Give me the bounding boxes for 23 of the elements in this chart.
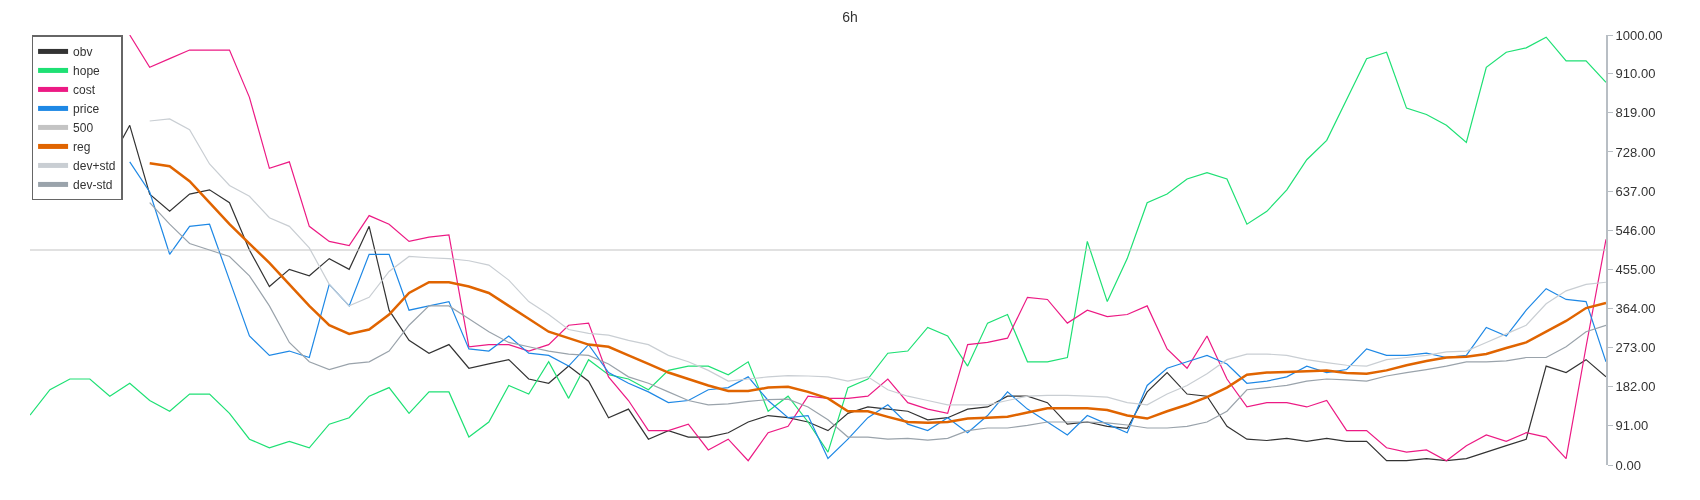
chart-title: 6h xyxy=(842,9,858,26)
y-tick-label: 819.00 xyxy=(1615,105,1656,121)
y-tick-label: 1000.00 xyxy=(1615,27,1663,43)
y-tick-label: 273.00 xyxy=(1615,340,1656,356)
y-tick-label: 455.00 xyxy=(1615,261,1656,277)
line-series xyxy=(149,202,1606,441)
legend-label: cost xyxy=(73,83,96,98)
y-tick-label: 91.00 xyxy=(1615,418,1649,434)
y-tick-label: 728.00 xyxy=(1615,144,1656,160)
y-tick-label: 364.00 xyxy=(1615,301,1656,317)
y-tick-label: 546.00 xyxy=(1615,222,1656,238)
legend-label: dev-std xyxy=(73,178,113,193)
legend-label: dev+std xyxy=(73,159,116,174)
line-series xyxy=(149,118,1606,406)
y-tick-label: 910.00 xyxy=(1615,66,1656,82)
y-tick-label: 637.00 xyxy=(1615,183,1656,199)
y-tick-label: 0.00 xyxy=(1615,457,1641,473)
legend-label: hope xyxy=(73,64,101,79)
legend-label: price xyxy=(73,102,100,117)
legend-label: reg xyxy=(73,140,91,155)
y-tick-label: 182.00 xyxy=(1615,379,1656,395)
legend-label: 500 xyxy=(73,121,94,136)
legend-label: obv xyxy=(73,45,93,60)
